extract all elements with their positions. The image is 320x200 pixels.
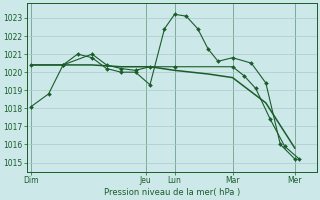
X-axis label: Pression niveau de la mer( hPa ): Pression niveau de la mer( hPa ) [104, 188, 240, 197]
